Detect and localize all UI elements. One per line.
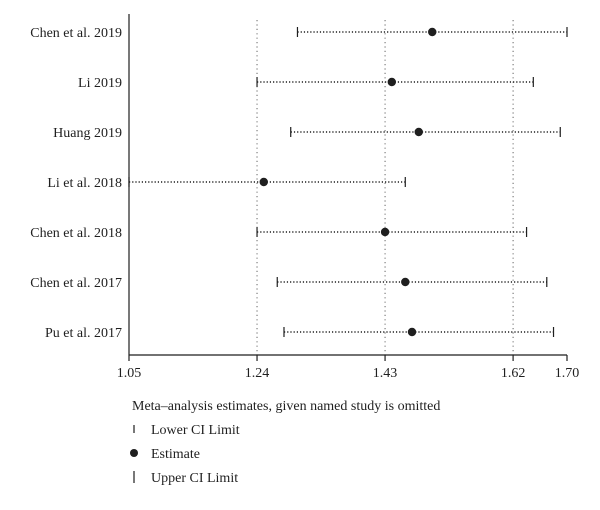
legend-label-2: Upper CI Limit [151,471,238,486]
legend-title: Meta–analysis estimates, given named stu… [132,399,440,414]
estimate-point-2 [414,127,423,137]
x-tick-label-4: 1.70 [555,366,580,381]
legend-label-1: Estimate [151,447,200,462]
x-tick-label-0: 1.05 [117,366,142,381]
x-tick-label-2: 1.43 [373,366,398,381]
estimate-point-0 [428,27,437,37]
x-tick-label-1: 1.24 [245,366,270,381]
legend-symbol-estimate [130,449,138,457]
study-label-3: Li et al. 2018 [47,176,122,191]
estimate-point-4 [380,227,390,237]
x-tick-label-3: 1.62 [501,366,526,381]
estimate-point-3 [259,177,268,187]
study-label-6: Pu et al. 2017 [45,326,122,341]
estimate-point-6 [407,327,417,337]
study-label-0: Chen et al. 2019 [30,26,122,41]
estimate-point-1 [387,77,396,87]
study-label-1: Li 2019 [78,76,122,91]
estimate-point-5 [401,277,410,287]
legend-label-0: Lower CI Limit [151,423,240,438]
study-label-2: Huang 2019 [53,126,122,141]
study-label-4: Chen et al. 2018 [30,226,122,241]
study-label-5: Chen et al. 2017 [30,276,122,291]
